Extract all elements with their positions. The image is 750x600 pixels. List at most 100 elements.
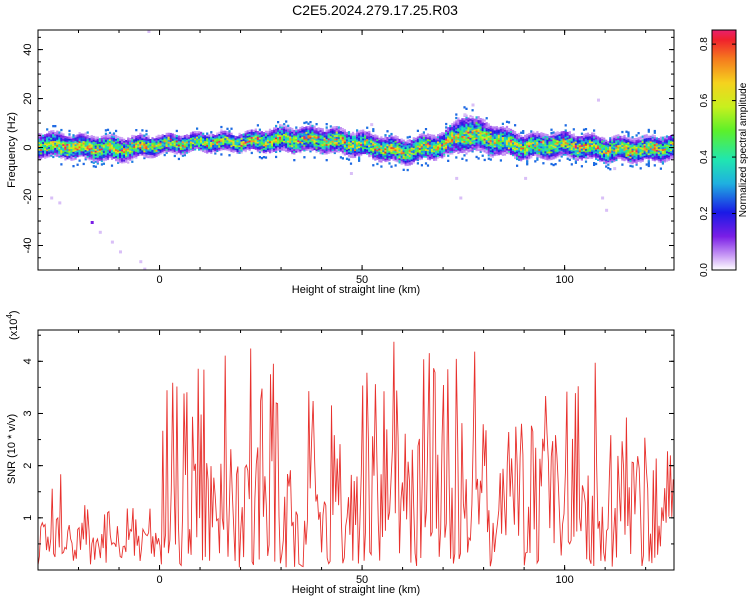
spectrogram-cell — [230, 146, 233, 149]
colorbar-tick-label: 0.6 — [699, 93, 710, 107]
spectrogram-cell — [443, 148, 446, 151]
spectrogram-cell — [167, 149, 170, 153]
spectrogram-cell — [54, 154, 57, 157]
spectrogram-cell — [435, 155, 438, 158]
spectrogram-cell — [659, 145, 662, 148]
spectrogram-cell — [554, 154, 557, 157]
spectrogram-cell — [187, 145, 191, 148]
spectrogram-cell — [507, 134, 511, 138]
spectrogram-cell — [362, 148, 365, 151]
spectrogram-cell — [218, 147, 221, 150]
spectrogram-cell — [548, 140, 551, 144]
spectrogram-cell — [663, 156, 667, 159]
spectrogram-cell — [669, 150, 673, 153]
spectrogram-cell — [270, 135, 274, 138]
spectrogram-cell — [605, 143, 608, 146]
spectrogram-cell — [414, 156, 417, 159]
spectrogram-cell — [540, 156, 543, 159]
spectrogram-cell — [526, 163, 529, 166]
spectrogram-cell — [153, 152, 156, 155]
spectrogram-cell — [131, 146, 134, 150]
spectrogram-cell — [208, 141, 211, 144]
spectrogram-cell — [386, 149, 389, 152]
spectrogram-cell — [457, 131, 460, 134]
spectrogram-cell — [321, 147, 324, 150]
spectrogram-cell — [234, 146, 237, 149]
spectrogram-cell — [437, 142, 440, 145]
spectrogram-cell — [404, 155, 407, 158]
spectrogram-cell — [576, 155, 579, 158]
spectrogram-cell — [374, 136, 377, 139]
spectrogram-cell — [509, 144, 513, 147]
spectrogram-cell — [169, 146, 172, 149]
spectrogram-cell — [163, 148, 166, 151]
spectrogram-cell — [538, 155, 541, 158]
spectrogram-cell — [586, 132, 590, 135]
spectrogram-cell — [424, 134, 428, 138]
spectrogram-cell — [52, 147, 55, 150]
spectrogram-cell — [605, 162, 608, 165]
spectrogram-cell — [669, 143, 673, 146]
spectrogram-cell — [441, 137, 444, 140]
spectrogram-cell — [400, 143, 403, 146]
spectrogram-cell — [370, 150, 373, 154]
spectrogram-cell — [123, 147, 126, 150]
spectrogram-cell — [665, 144, 669, 147]
spectrogram-cell — [471, 122, 474, 126]
spectrogram-cell — [463, 119, 466, 123]
spectrogram-cell — [588, 147, 592, 150]
spectrogram-cell — [412, 159, 415, 162]
spectrogram-cell — [163, 140, 166, 143]
spectrogram-cell — [311, 140, 314, 143]
spectrogram-cell — [605, 155, 608, 158]
spectrogram-cell — [420, 140, 423, 143]
spectrogram-cell — [661, 148, 664, 151]
spectrogram-cell — [461, 123, 464, 126]
spectrogram-cell — [325, 129, 328, 133]
spectrogram-cell — [451, 145, 454, 148]
spectrogram-cell — [420, 143, 423, 146]
spectrogram-cell — [437, 144, 440, 147]
spectrogram-cell — [62, 148, 65, 152]
spectrogram-cell — [530, 144, 533, 147]
spectrogram-cell — [635, 144, 638, 147]
spectrogram-cell — [633, 144, 636, 148]
spectrogram-cell — [396, 141, 399, 144]
spectrogram-cell — [597, 138, 600, 141]
spectrogram-cell — [420, 145, 423, 148]
spectrogram-cell — [487, 140, 490, 143]
spectrogram-cell — [669, 157, 673, 160]
spectrogram-cell — [613, 156, 616, 159]
spectrogram-cell — [623, 140, 626, 143]
spectrogram-cell — [479, 123, 482, 126]
spectrogram-cell — [420, 146, 423, 150]
spectrogram-cell — [50, 152, 53, 155]
spectrogram-cell — [473, 123, 476, 126]
spectrogram-cell — [416, 152, 419, 155]
spectrogram-cell — [465, 126, 468, 129]
snr-y-tick-label: 4 — [22, 358, 34, 364]
spectrogram-cell — [635, 146, 638, 149]
spectrogram-cell — [487, 123, 490, 126]
spectrogram-cell — [459, 148, 462, 152]
spectrogram-cell — [463, 154, 466, 157]
spectrogram-cell — [538, 133, 541, 136]
spectrogram-cell — [455, 130, 458, 133]
spectrogram-cell — [295, 129, 298, 133]
spectrogram-cell — [194, 132, 197, 136]
spectrogram-cell — [657, 141, 660, 144]
spectrogram-cell — [145, 148, 148, 151]
spectrogram-cell — [337, 150, 340, 153]
spectrogram-cell — [493, 129, 496, 133]
spectrogram-cell — [94, 157, 97, 160]
spectrogram-cell — [210, 136, 213, 139]
spectrogram-cell — [422, 145, 425, 148]
spectrogram-cell — [56, 147, 59, 151]
spectrogram-cell — [68, 152, 71, 155]
spectrogram-cell — [358, 144, 361, 147]
spectrogram-cell — [232, 145, 235, 148]
spectrogram-cell — [291, 141, 294, 144]
spectrogram-cell — [82, 162, 85, 166]
spectrogram-cell — [220, 143, 223, 146]
spectrogram-cell — [562, 144, 565, 147]
